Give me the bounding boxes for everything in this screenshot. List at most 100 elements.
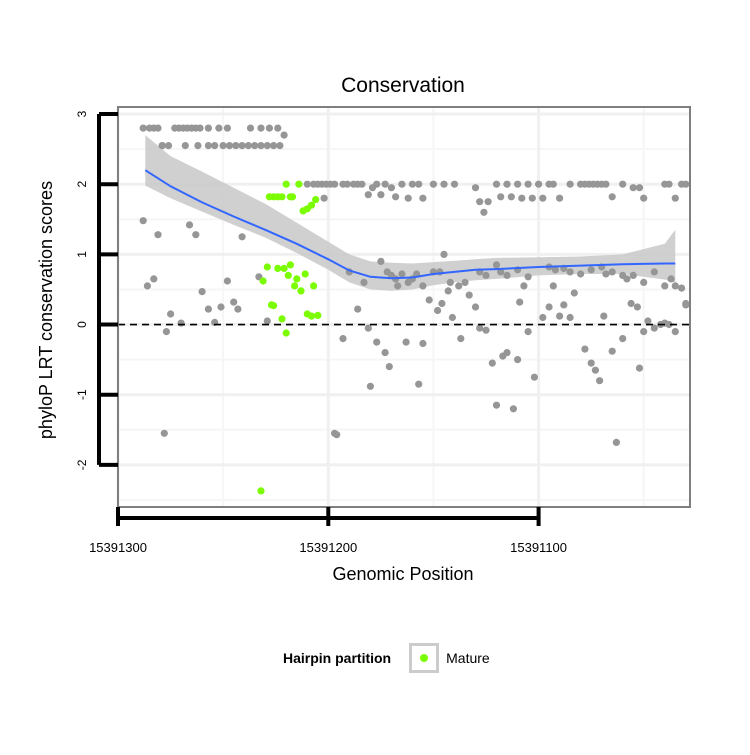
y-axis-title: phyloP LRT conservation scores — [36, 181, 56, 439]
x-tick-label: 15391200 — [299, 540, 357, 555]
other-point — [457, 335, 465, 343]
other-point — [234, 305, 242, 313]
other-point — [196, 124, 204, 132]
other-point — [678, 284, 686, 292]
other-point — [438, 299, 446, 308]
other-point — [377, 257, 385, 265]
other-point — [682, 180, 690, 188]
other-point — [587, 266, 595, 274]
other-point — [516, 298, 524, 306]
other-point — [198, 288, 206, 296]
other-point — [556, 194, 564, 202]
other-point — [484, 198, 492, 206]
confidence-ribbon-layer — [145, 135, 676, 291]
y-tick-label: 3 — [75, 110, 89, 117]
other-point — [265, 124, 273, 132]
other-point — [665, 180, 673, 188]
legend-label-mature: Mature — [446, 650, 490, 666]
legend-mature-dot-icon — [420, 654, 429, 662]
mature-point — [293, 275, 301, 283]
other-point — [373, 180, 381, 188]
other-point — [419, 282, 427, 290]
other-point — [360, 278, 368, 286]
other-point — [185, 221, 194, 229]
mature-point — [312, 196, 320, 204]
other-point — [524, 180, 532, 188]
other-point — [230, 298, 238, 306]
other-point — [364, 191, 372, 199]
other-point — [612, 438, 621, 446]
other-point — [549, 180, 557, 188]
other-point — [471, 184, 480, 192]
other-point — [465, 291, 473, 299]
other-point — [398, 180, 406, 188]
other-point — [402, 338, 410, 346]
other-point — [211, 142, 219, 150]
other-point — [514, 356, 522, 364]
mature-point — [310, 282, 318, 290]
other-point — [509, 405, 517, 413]
other-point — [539, 194, 547, 202]
other-point — [608, 193, 616, 201]
other-point — [482, 271, 490, 279]
other-point — [524, 273, 532, 281]
mature-point — [286, 261, 294, 269]
other-point — [440, 250, 448, 258]
other-point — [274, 124, 282, 132]
other-point — [331, 180, 339, 188]
other-point — [650, 324, 658, 332]
other-point — [238, 233, 246, 241]
y-tick-label: 0 — [75, 321, 89, 328]
other-point — [530, 373, 539, 381]
mature-point — [291, 282, 299, 290]
mature-point — [295, 180, 303, 188]
other-point — [425, 296, 433, 304]
other-point — [492, 180, 501, 188]
other-point — [671, 194, 679, 202]
other-point — [244, 142, 252, 150]
other-point — [524, 328, 532, 336]
other-point — [263, 142, 271, 150]
other-point — [219, 142, 227, 150]
other-point — [581, 345, 589, 353]
other-point — [343, 180, 351, 188]
mature-point — [284, 271, 292, 279]
other-point — [492, 401, 501, 409]
mature-point — [280, 264, 288, 272]
other-point — [339, 335, 347, 343]
other-point — [303, 180, 311, 188]
other-point — [600, 312, 608, 320]
other-point — [644, 317, 652, 325]
mature-point — [278, 315, 286, 323]
other-point — [276, 142, 284, 150]
legend-key-mature — [409, 643, 440, 673]
other-point — [602, 270, 610, 278]
mature-point — [259, 277, 267, 285]
other-point — [177, 319, 185, 327]
other-point — [518, 194, 526, 202]
other-point — [232, 142, 240, 150]
other-point — [225, 142, 234, 150]
other-point — [320, 194, 328, 202]
other-point — [164, 142, 173, 150]
other-point — [150, 275, 158, 283]
other-point — [665, 320, 673, 329]
other-point — [587, 359, 595, 367]
other-point — [528, 194, 536, 202]
other-point — [263, 317, 271, 325]
other-point — [539, 313, 547, 322]
mature-point — [257, 487, 265, 495]
other-point — [448, 313, 456, 322]
other-point — [480, 208, 488, 216]
other-point — [429, 180, 437, 188]
other-point — [633, 303, 642, 311]
other-point — [257, 142, 265, 150]
other-point — [246, 124, 255, 132]
other-point — [394, 282, 402, 290]
other-point — [507, 193, 515, 201]
mature-point — [307, 312, 316, 320]
other-point — [488, 359, 496, 367]
other-point — [640, 194, 648, 202]
